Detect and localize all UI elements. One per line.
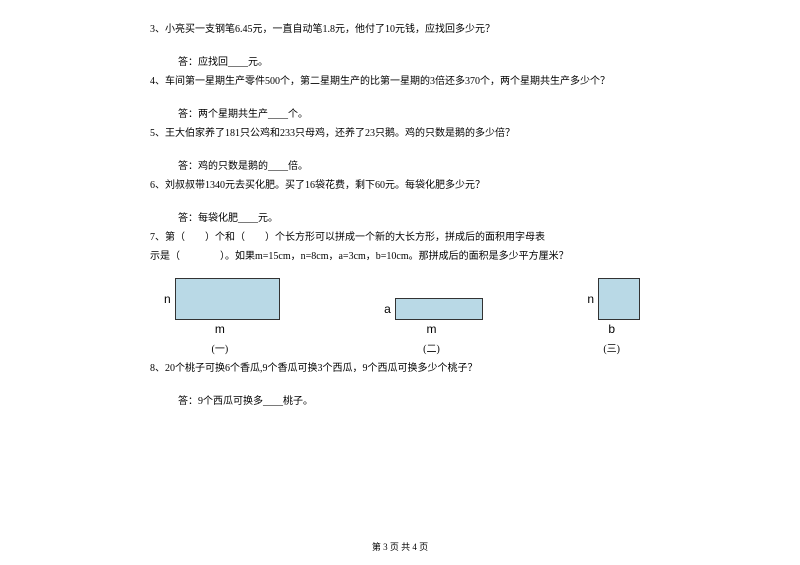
diagram-2-rect (395, 298, 483, 320)
question-4: 4、车间第一星期生产零件500个，第二星期生产的比第一星期的3倍还多370个，两… (150, 74, 650, 89)
diagram-1-side-label: n (164, 292, 171, 306)
diagram-1-bottom-label: m (215, 322, 225, 336)
page-footer: 第 3 页 共 4 页 (0, 540, 800, 553)
diagram-1-caption: (一) (212, 340, 229, 355)
diagram-1: n m (一) (160, 278, 280, 355)
diagram-2-caption: (二) (423, 340, 440, 355)
question-5: 5、王大伯家养了181只公鸡和233只母鸡，还养了23只鹅。鸡的只数是鹅的多少倍… (150, 126, 650, 141)
answer-4: 答：两个星期共生产____个。 (150, 107, 650, 122)
diagram-3-caption: (三) (603, 340, 620, 355)
answer-8: 答：9个西瓜可换多____桃子。 (150, 394, 650, 409)
question-6: 6、刘叔叔带1340元去买化肥。买了16袋花费，剩下60元。每袋化肥多少元？ (150, 178, 650, 193)
diagram-3-bottom-label: b (608, 322, 615, 336)
diagram-2: a m (二) (380, 298, 483, 355)
answer-6: 答：每袋化肥____元。 (150, 211, 650, 226)
answer-3: 答：应找回____元。 (150, 55, 650, 70)
question-7-line1: 7、第（ ）个和（ ）个长方形可以拼成一个新的大长方形，拼成后的面积用字母表 (150, 230, 650, 245)
diagram-1-rect (175, 278, 280, 320)
diagram-container: n m (一) a m (二) n b (三) (150, 278, 650, 355)
diagram-3-rect (598, 278, 640, 320)
diagram-3-side-label: n (587, 292, 594, 306)
diagram-3: n b (三) (583, 278, 640, 355)
question-3: 3、小亮买一支钢笔6.45元，一直自动笔1.8元，他付了10元钱，应找回多少元？ (150, 22, 650, 37)
answer-5: 答：鸡的只数是鹅的____倍。 (150, 159, 650, 174)
question-8: 8、20个桃子可换6个香瓜,9个香瓜可换3个西瓜，9个西瓜可换多少个桃子？ (150, 361, 650, 376)
diagram-2-side-label: a (384, 302, 391, 316)
question-7-line2: 示是（ ）。如果m=15cm，n=8cm，a=3cm，b=10cm。那拼成后的面… (150, 249, 650, 264)
diagram-2-bottom-label: m (427, 322, 437, 336)
